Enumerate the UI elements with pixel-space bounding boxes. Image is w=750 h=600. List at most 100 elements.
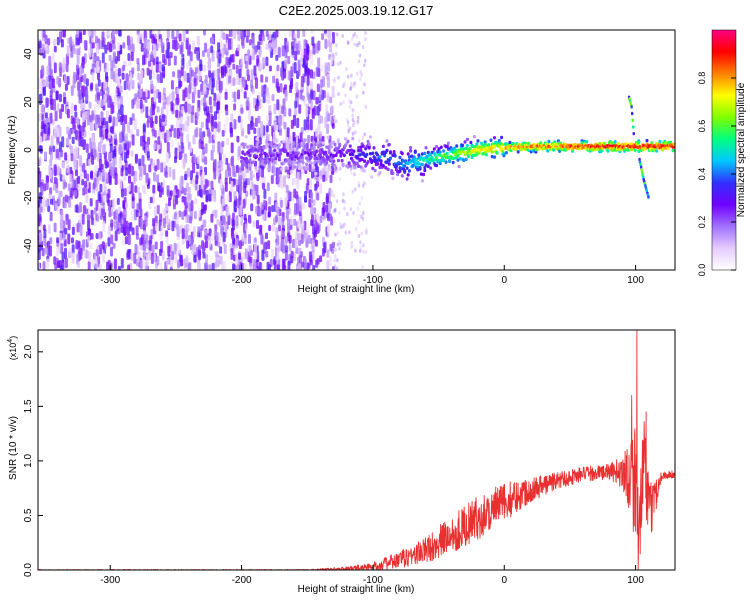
heatmap-cell	[38, 93, 42, 106]
heatmap-cell	[318, 153, 322, 157]
heatmap-cell	[243, 167, 247, 178]
heatmap-cell	[79, 65, 83, 78]
heatmap-cell	[94, 165, 98, 174]
heatmap-cell	[444, 160, 448, 164]
heatmap-cell	[302, 30, 306, 38]
heatmap-cell	[361, 45, 365, 50]
heatmap-cell	[354, 187, 357, 192]
heatmap-cell	[241, 142, 245, 146]
heatmap-cell	[489, 146, 493, 150]
heatmap-cell	[305, 107, 309, 117]
heatmap-cell	[652, 147, 656, 152]
x-tick-label: -100	[363, 575, 383, 586]
heatmap-cell	[573, 142, 577, 147]
heatmap-cell	[137, 33, 140, 43]
heatmap-cell	[268, 42, 272, 52]
heatmap-cell	[44, 246, 48, 255]
heatmap-cell	[284, 59, 288, 70]
heatmap-cell	[333, 142, 337, 147]
heatmap-cell	[131, 113, 135, 121]
heatmap-cell	[185, 37, 189, 45]
heatmap-cell	[260, 233, 264, 245]
heatmap-cell	[293, 165, 297, 169]
heatmap-cell	[371, 166, 375, 171]
heatmap-cell	[50, 135, 54, 147]
heatmap-cell	[133, 175, 136, 185]
heatmap-cell	[185, 30, 189, 35]
heatmap-cell	[325, 145, 329, 149]
heatmap-cell	[457, 164, 461, 169]
heatmap-cell	[254, 242, 257, 254]
heatmap-cell	[341, 198, 345, 203]
heatmap-cell	[156, 106, 160, 113]
heatmap-cell	[161, 64, 165, 72]
heatmap-cell	[117, 42, 121, 52]
heatmap-cell	[298, 104, 302, 114]
heatmap-cell	[258, 137, 262, 145]
heatmap-cell	[301, 226, 304, 235]
heatmap-cell	[161, 132, 165, 140]
heatmap-cell	[52, 182, 56, 191]
heatmap-cell	[127, 164, 131, 175]
heatmap-cell	[341, 34, 344, 38]
heatmap-cell	[78, 89, 82, 101]
heatmap-cell	[78, 214, 82, 224]
heatmap-cell	[178, 33, 182, 42]
heatmap-cell	[456, 158, 460, 162]
heatmap-cell	[139, 166, 143, 177]
colorbar-label: Normalized spectral amplitude	[736, 82, 747, 217]
heatmap-cell	[356, 43, 359, 48]
heatmap-cell	[271, 205, 275, 213]
heatmap-cell	[66, 76, 70, 85]
heatmap-cell	[255, 205, 259, 215]
heatmap-cell	[191, 245, 195, 256]
heatmap-cell	[364, 58, 367, 63]
heatmap-cell	[133, 118, 137, 130]
heatmap-cell	[179, 44, 183, 55]
heatmap-cell	[223, 243, 227, 255]
heatmap-cell	[160, 162, 164, 173]
heatmap-cell	[203, 84, 207, 95]
heatmap-cell	[114, 230, 118, 242]
heatmap-cell	[617, 141, 621, 146]
heatmap-cell	[251, 160, 255, 164]
heatmap-cell	[109, 43, 112, 53]
heatmap-cell	[155, 61, 159, 73]
heatmap-cell	[233, 91, 237, 103]
heatmap-cell	[73, 104, 77, 112]
heatmap-cell	[85, 143, 89, 153]
heatmap-cell	[319, 183, 323, 194]
heatmap-cell	[235, 238, 239, 249]
heatmap-cell	[117, 265, 121, 270]
heatmap-cell	[316, 105, 320, 116]
heatmap-cell	[46, 132, 50, 141]
heatmap-cell	[161, 250, 165, 261]
heatmap-cell	[272, 163, 275, 167]
heatmap-cell	[227, 38, 231, 50]
heatmap-cell	[200, 121, 204, 128]
heatmap-cell	[279, 83, 283, 93]
heatmap-cell	[214, 251, 218, 258]
heatmap-cell	[225, 157, 229, 165]
heatmap-cell	[255, 137, 259, 141]
heatmap-cell	[98, 159, 102, 171]
heatmap-cell	[222, 32, 226, 41]
heatmap-cell	[295, 191, 299, 200]
heatmap-cell	[351, 131, 355, 136]
heatmap-cell	[265, 56, 269, 67]
heatmap-cell	[38, 156, 42, 166]
heatmap-cell	[351, 189, 355, 194]
heatmap-cell	[199, 189, 203, 198]
heatmap-cell	[292, 238, 296, 249]
heatmap-cell	[53, 127, 57, 139]
heatmap-cell	[265, 125, 269, 133]
heatmap-cell	[67, 233, 71, 245]
heatmap-cell	[131, 193, 135, 201]
heatmap-cell	[122, 64, 126, 72]
heatmap-cell	[298, 163, 301, 167]
heatmap-cell	[248, 153, 252, 158]
y-tick-label: 0.0	[23, 563, 34, 577]
heatmap-cell	[423, 168, 427, 173]
heatmap-cell	[360, 157, 364, 162]
heatmap-cell	[240, 155, 244, 160]
